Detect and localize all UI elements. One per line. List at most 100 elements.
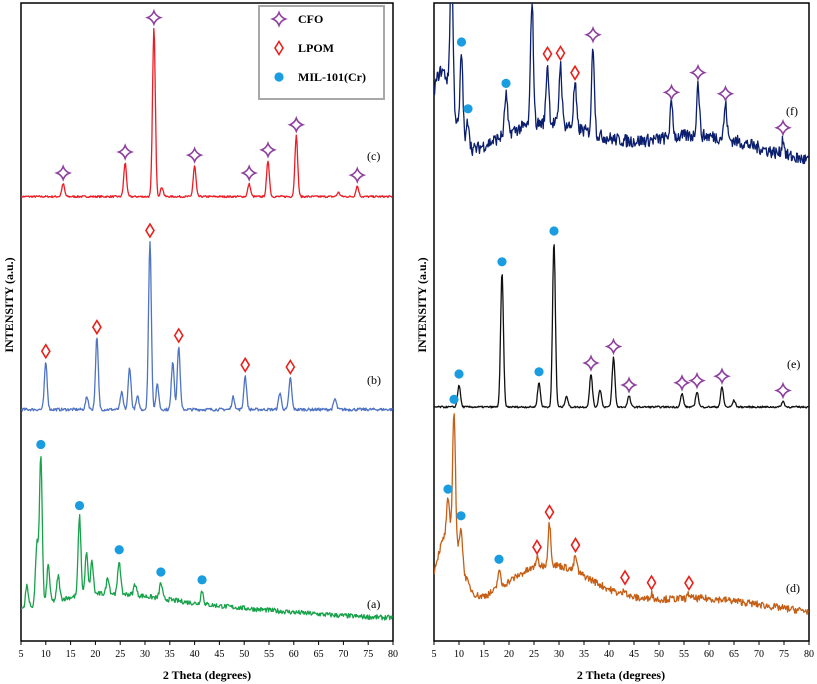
series-d-peak-marker [646,574,657,591]
series-c-peak-marker [145,8,163,27]
right-panel-frame [433,2,810,642]
series-b-peak-marker [173,327,184,344]
series-f-peak-marker [463,104,473,114]
series-e-peak-marker [454,369,464,379]
left-x-tick-label: 80 [388,649,398,660]
series-b-peak-marker [240,356,251,373]
legend-circle-marker [274,72,284,82]
series-e-peak-marker [673,373,691,392]
series-e-peak-marker [534,367,544,377]
right-x-tick-label: 55 [679,649,689,660]
left-plot-area [21,8,393,621]
series-f-peak-marker [584,25,602,44]
left-x-tick-label: 75 [363,649,373,660]
series-c-peak-marker [54,164,73,182]
right-x-tick-label: 50 [654,649,664,660]
left-x-tick-label: 50 [239,649,249,660]
legend-label-1: LPOM [298,41,334,55]
left-x-tick-label: 25 [115,649,125,660]
right-x-tick-label: 65 [729,649,739,660]
series-e-peak-marker [582,354,600,372]
series-a-peak-marker [156,567,166,577]
right-plot-area [434,3,809,615]
series-f-peak-marker [689,63,707,82]
right-y-axis-title: INTENSITY (a.u.) [415,257,429,352]
right-x-tick-label: 5 [432,649,437,660]
series-f-trace [434,3,809,165]
right-x-tick-label: 40 [604,649,614,660]
series-e-peak-marker [688,371,706,390]
right-x-tick-label: 25 [529,649,539,660]
series-a-peak-marker [114,545,124,555]
series-d-peak-marker [449,394,459,404]
series-a-peak-marker [36,439,46,450]
series-e-trace [434,244,809,409]
right-x-axis-title: 2 Theta (degrees) [577,668,665,682]
trace-label-b: (b) [367,373,381,387]
series-e-peak-marker [620,376,638,394]
series-b-peak-marker [40,343,51,360]
legend-star-marker [270,10,288,28]
series-f-peak-marker [774,118,792,137]
series-d-peak-marker [532,539,542,556]
series-a-peak-marker [74,500,85,511]
legend-label-0: CFO [298,12,323,26]
series-d-trace [434,413,809,615]
series-d-peak-marker [544,504,555,521]
series-f-peak-marker [716,84,735,103]
trace-label-a: (a) [367,597,380,611]
trace-label-d: (d) [786,581,800,595]
left-panel-frame [20,2,394,642]
right-x-tick-label: 35 [579,649,589,660]
series-a-trace [21,456,393,621]
series-d-peak-marker [570,537,581,554]
series-f-peak-marker [542,45,553,62]
right-x-tick-label: 60 [704,649,714,660]
legend: CFO LPOM MIL-101(Cr) [258,5,385,100]
series-f-peak-marker [570,64,580,81]
series-c-peak-marker [259,141,277,159]
left-x-tick-label: 15 [66,649,76,660]
right-x-tick-label: 20 [504,649,514,660]
left-x-tick-label: 5 [19,649,24,660]
left-y-axis-title: INTENSITY (a.u.) [2,257,16,352]
series-e-peak-marker [549,226,559,236]
trace-label-e: (e) [787,357,800,371]
left-x-tick-label: 70 [338,649,348,660]
series-c-peak-marker [240,164,259,182]
left-x-tick-label: 65 [314,649,324,660]
left-x-tick-label: 35 [165,649,175,660]
series-b-peak-marker [91,319,102,336]
series-d-peak-marker [494,554,504,564]
series-d-peak-marker [456,511,466,521]
legend-label-2: MIL-101(Cr) [298,70,366,84]
right-x-tick-label: 30 [554,649,564,660]
series-f-peak-marker [662,83,681,102]
right-x-tick-label: 45 [629,649,639,660]
left-x-tick-label: 45 [214,649,224,660]
series-e-peak-marker [774,381,792,400]
left-x-tick-label: 60 [289,649,299,660]
series-e-peak-marker [497,257,507,267]
left-x-axis-title: 2 Theta (degrees) [163,668,251,682]
series-c-peak-marker [348,166,367,184]
right-x-tick-label: 70 [754,649,764,660]
series-c-peak-marker [287,115,306,134]
series-d-peak-marker [443,484,453,494]
series-f-peak-marker [501,78,511,88]
series-b-peak-marker [145,222,155,239]
series-c-peak-marker [185,146,204,165]
right-x-tick-label: 15 [479,649,489,660]
right-x-ticks: 5 10 15 20 25 30 35 40 45 50 55 60 65 70 75 80 [432,641,814,660]
series-e-peak-marker [604,337,623,356]
series-a-peak-marker [197,575,207,585]
right-x-tick-label: 75 [779,649,789,660]
left-x-tick-label: 20 [90,649,100,660]
left-x-tick-label: 30 [140,649,150,660]
series-b-peak-marker [285,358,296,376]
series-b-trace [21,241,393,412]
legend-diamond-marker [274,39,284,57]
series-e-peak-marker [713,367,731,386]
series-f-peak-marker [555,45,566,62]
